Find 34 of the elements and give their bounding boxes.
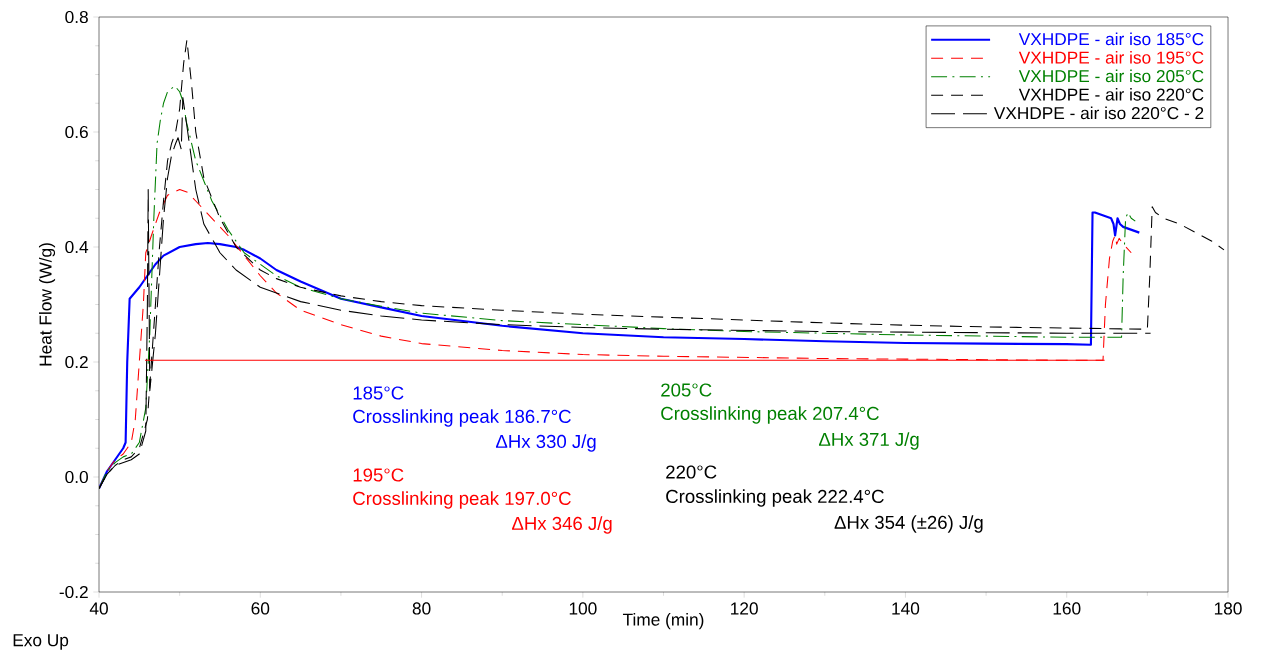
legend-label: VXHDPE - air iso 220°C bbox=[1018, 88, 1204, 101]
annotation: Crosslinking peak 197.0°C bbox=[353, 491, 571, 509]
y-tick-label: 0.2 bbox=[65, 355, 88, 369]
annotation: 205°C bbox=[661, 383, 712, 397]
annotation: ΔHx 346 J/g bbox=[512, 516, 612, 534]
annotation: Crosslinking peak 207.4°C bbox=[661, 406, 879, 424]
legend-label: VXHDPE - air iso 195°C bbox=[1018, 51, 1204, 64]
text: Exo Up bbox=[13, 634, 69, 650]
x-tick-label: 100 bbox=[569, 602, 597, 615]
x-tick-label: 140 bbox=[892, 602, 920, 615]
y-tick-label: 0.0 bbox=[65, 470, 88, 484]
annotation: ΔHx 371 J/g bbox=[819, 432, 919, 450]
annotation: Crosslinking peak 186.7°C bbox=[353, 409, 571, 427]
annotation: 185°C bbox=[353, 386, 404, 400]
x-tick-label: 180 bbox=[1214, 602, 1242, 615]
y-tick-label: 0.6 bbox=[65, 125, 88, 139]
legend-label: VXHDPE - air iso 185°C bbox=[1018, 32, 1204, 46]
annotation: ΔHx 330 J/g bbox=[495, 434, 596, 452]
x-tick-label: 120 bbox=[731, 602, 758, 615]
annotation: 220°C bbox=[666, 465, 717, 479]
annotation: 195°C bbox=[353, 468, 404, 482]
x-tick-label: 40 bbox=[89, 602, 108, 615]
x-tick-label: 80 bbox=[412, 602, 431, 615]
y-axis-title: Heat Flow (W/g) bbox=[38, 243, 56, 366]
y-tick-label: -0.2 bbox=[59, 585, 88, 599]
legend-label: VXHDPE - air iso 205°C bbox=[1018, 69, 1204, 83]
x-tick-label: 60 bbox=[251, 602, 270, 615]
y-tick-label: 0.4 bbox=[65, 240, 89, 254]
y-tick-label: 0.8 bbox=[65, 10, 88, 24]
annotation: ΔHx 354 (±26) J/g bbox=[834, 515, 983, 533]
x-tick-label: 160 bbox=[1053, 602, 1081, 615]
annotation: Crosslinking peak 222.4°C bbox=[666, 489, 884, 507]
x-axis-title: Time (min) bbox=[622, 613, 704, 630]
legend-label: VXHDPE - air iso 220°C - 2 bbox=[993, 106, 1204, 120]
